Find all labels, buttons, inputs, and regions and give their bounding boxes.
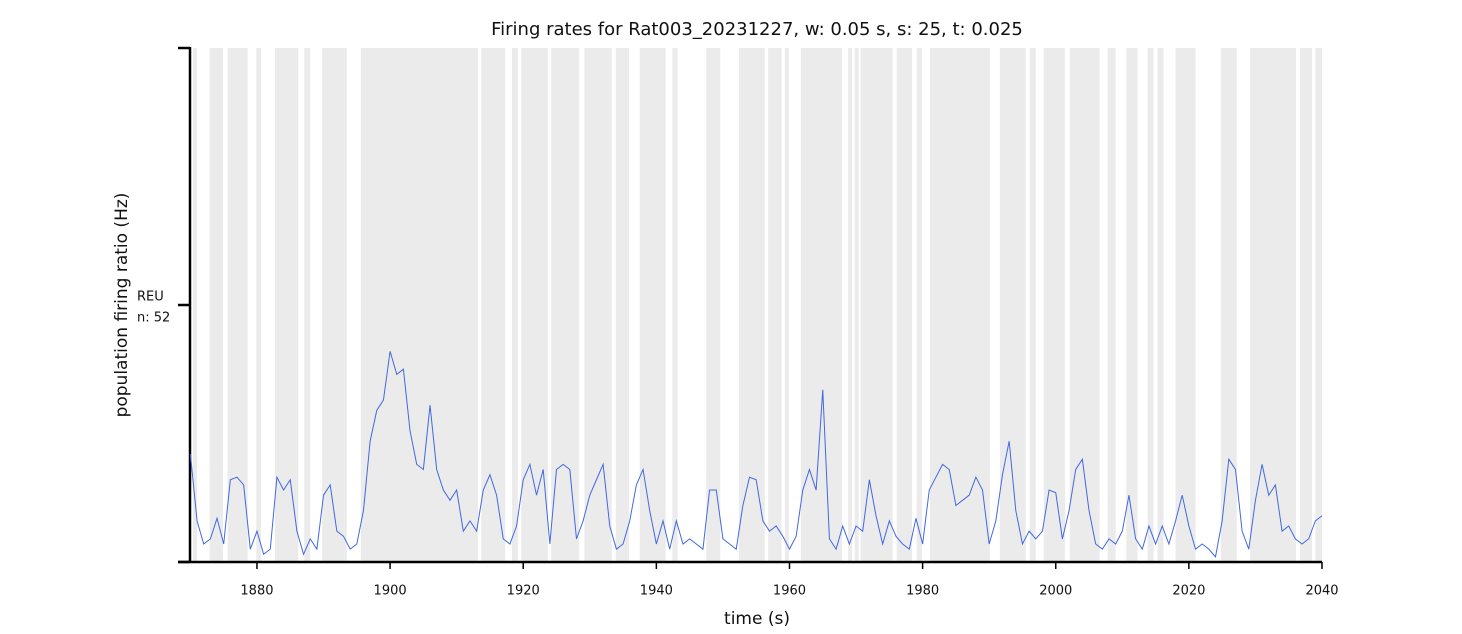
x-tick-label: 1920 — [507, 584, 540, 599]
shaded-span — [1069, 48, 1100, 562]
shaded-span — [360, 48, 478, 562]
x-tick-label: 1980 — [906, 584, 939, 599]
x-tick-label: 1900 — [374, 584, 407, 599]
shaded-span — [1220, 48, 1237, 562]
shaded-span — [929, 48, 990, 562]
shaded-span — [1250, 48, 1297, 562]
shaded-span — [1029, 48, 1036, 562]
x-tick-label: 1880 — [240, 584, 273, 599]
shaded-span — [584, 48, 612, 562]
x-tick-label: 2000 — [1039, 584, 1072, 599]
shaded-span — [227, 48, 248, 562]
shaded-span — [256, 48, 261, 562]
shaded-span — [784, 48, 789, 562]
shaded-span — [1147, 48, 1154, 562]
y-axis-label: population firing ratio (Hz) — [112, 193, 132, 418]
shaded-span — [916, 48, 922, 562]
shaded-span — [672, 48, 678, 562]
shaded-span — [999, 48, 1026, 562]
shaded-span — [800, 48, 843, 562]
shaded-span — [511, 48, 518, 562]
shaded-span — [615, 48, 630, 562]
shaded-span — [1107, 48, 1116, 562]
shaded-span — [1300, 48, 1313, 562]
chart-title: Firing rates for Rat003_20231227, w: 0.0… — [491, 19, 1023, 40]
shaded-span — [1175, 48, 1196, 562]
shaded-span — [639, 48, 666, 562]
shaded-span — [1126, 48, 1138, 562]
shaded-span — [274, 48, 299, 562]
plot-area — [193, 48, 1322, 562]
annotation: REU — [137, 290, 164, 305]
shaded-span — [896, 48, 912, 562]
x-axis-label: time (s) — [724, 609, 790, 629]
shaded-span — [193, 48, 198, 562]
shaded-span — [1043, 48, 1066, 562]
shaded-span — [1157, 48, 1164, 562]
shaded-span — [738, 48, 765, 562]
shaded-span — [768, 48, 782, 562]
shaded-span — [854, 48, 859, 562]
x-tick-label: 2040 — [1305, 584, 1338, 599]
shaded-span — [322, 48, 347, 562]
shaded-span — [481, 48, 506, 562]
shaded-span — [209, 48, 224, 562]
shaded-span — [304, 48, 311, 562]
x-tick-label: 1960 — [773, 584, 806, 599]
shaded-span — [860, 48, 893, 562]
shaded-span — [1315, 48, 1322, 562]
line-series — [189, 351, 1323, 558]
shaded-span — [848, 48, 853, 562]
x-tick-label: 2020 — [1172, 584, 1205, 599]
shaded-span — [706, 48, 721, 562]
x-tick-label: 1940 — [640, 584, 673, 599]
annotation: n: 52 — [137, 311, 170, 326]
